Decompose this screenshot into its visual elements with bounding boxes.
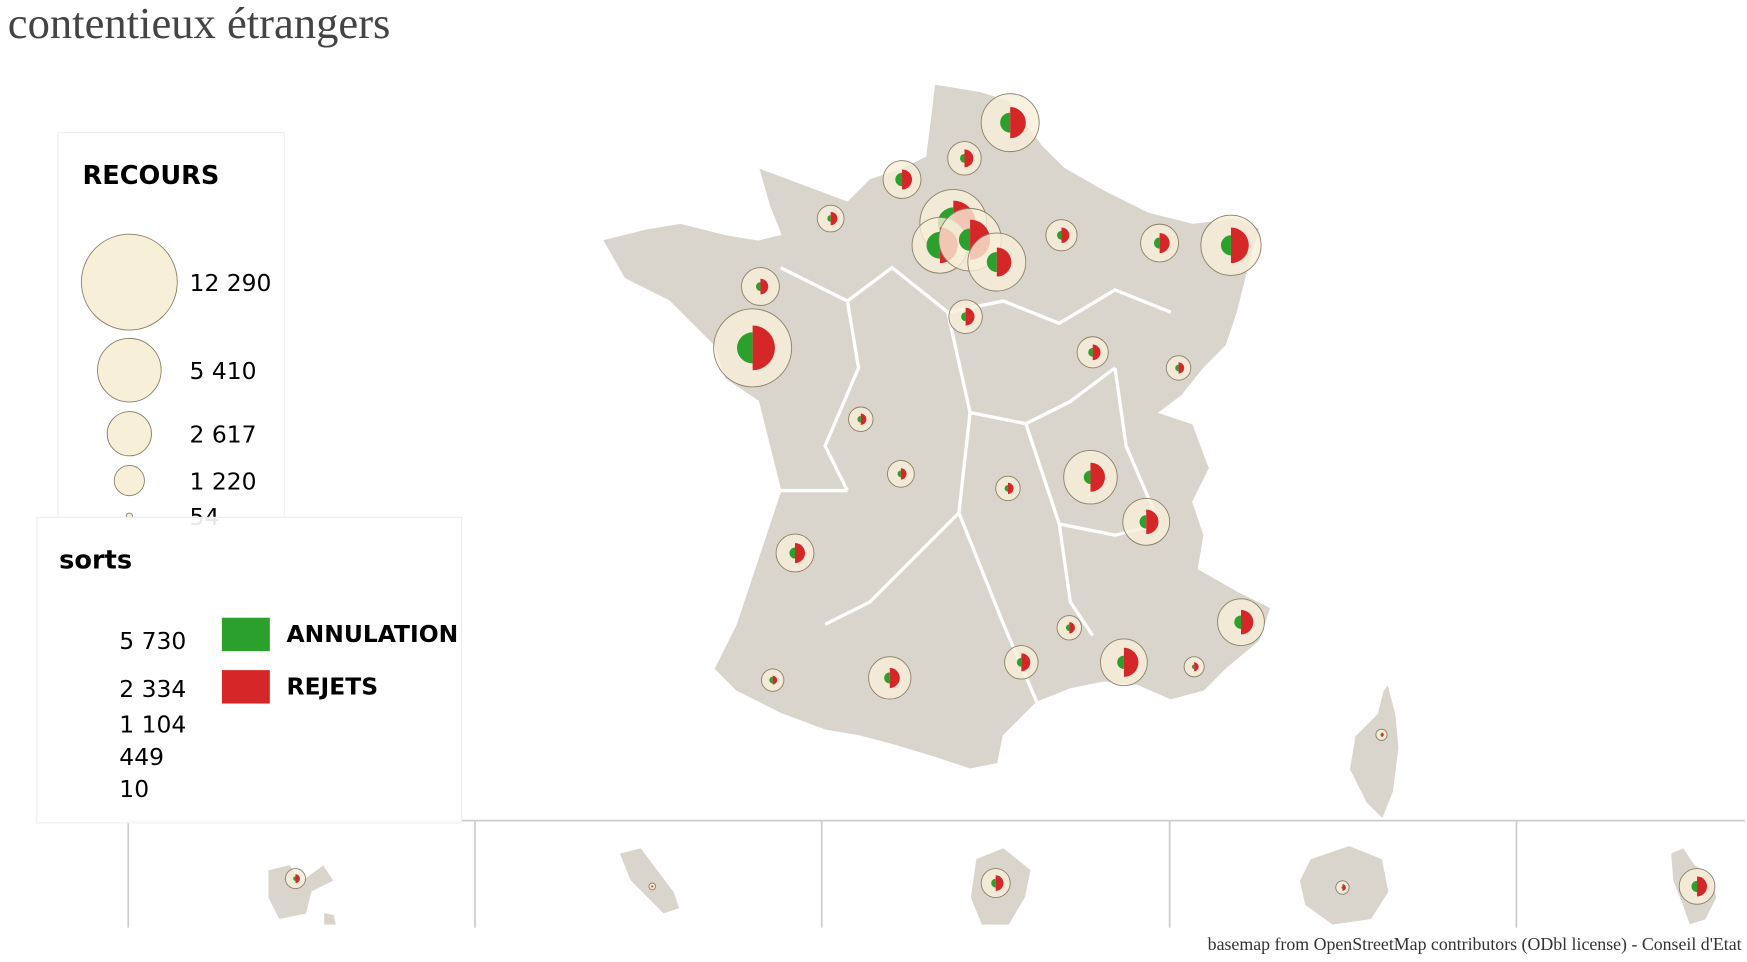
rejets-half — [1240, 609, 1254, 635]
rejets-half — [965, 307, 975, 326]
rejets-half — [1007, 482, 1014, 494]
legend-title: sorts — [59, 546, 132, 576]
annulation-half — [1000, 112, 1011, 133]
rejets-half — [1697, 876, 1708, 897]
rejets-half — [1178, 362, 1185, 374]
annulation-half — [1154, 237, 1160, 249]
rejets-half — [1381, 732, 1384, 738]
annulation-half — [1220, 235, 1231, 256]
legend-circle — [106, 411, 152, 457]
legend-label: 2 334 — [119, 675, 186, 703]
annulation-half — [1016, 657, 1022, 667]
credit: basemap from OpenStreetMap contributors … — [1208, 934, 1742, 955]
annulation-half — [1004, 485, 1008, 492]
rejets-half — [1159, 233, 1170, 254]
legend-label: 1 104 — [119, 711, 186, 739]
legend-label: 10 — [119, 775, 149, 803]
rejets-half — [652, 885, 654, 888]
legend-title: RECOURS — [83, 161, 220, 191]
legend-circle — [97, 337, 162, 403]
legend-swatch — [221, 617, 270, 652]
legend-label: REJETS — [287, 673, 379, 701]
rejets-half — [772, 675, 778, 685]
rejets-half — [1092, 344, 1101, 361]
annulation-half — [991, 878, 996, 888]
annulation-half — [1175, 364, 1179, 372]
rejets-half — [1090, 462, 1105, 492]
rejets-half — [889, 667, 900, 688]
annulation-half — [1088, 347, 1093, 357]
annulation-half — [958, 228, 971, 251]
legend-label: 5 730 — [119, 627, 186, 655]
annulation-half — [827, 215, 831, 222]
annulation-half — [1341, 886, 1343, 889]
legend-label: 449 — [119, 743, 164, 771]
rejets-half — [1123, 647, 1139, 677]
martinique — [617, 846, 682, 916]
annulation-half — [1691, 880, 1698, 893]
france — [600, 82, 1273, 771]
annulation-half — [884, 672, 890, 684]
legend-label: 2 617 — [190, 421, 257, 449]
legend-label: ANNULATION — [287, 620, 459, 648]
rejets-half — [1230, 227, 1249, 264]
legend-sorts: 5 730 2 334 1 104 449 10 ANNULATION REJETS — [119, 617, 459, 803]
legend-label: 5 410 — [190, 357, 257, 385]
annulation-half — [1191, 664, 1195, 670]
rejets-half — [1342, 884, 1346, 891]
rejets-half — [830, 211, 838, 226]
annulation-half — [1057, 230, 1062, 240]
inset-frames — [127, 819, 1745, 928]
rejets-half — [996, 247, 1012, 277]
annulation-half — [1065, 624, 1070, 632]
legend-label: 1 220 — [190, 467, 257, 495]
rejets-half — [1146, 509, 1159, 535]
annulation-half — [1234, 615, 1241, 629]
title: contentieux étrangers — [8, 0, 391, 48]
legend-circle — [113, 465, 145, 497]
rejets-half — [1021, 653, 1031, 672]
annulation-half — [293, 876, 296, 881]
annulation-half — [1139, 515, 1147, 529]
annulation-half — [789, 547, 795, 559]
rejets-half — [1061, 227, 1070, 244]
rejets-half — [860, 413, 867, 425]
annulation-half — [769, 676, 773, 684]
annulation-half — [960, 153, 965, 163]
rejets-half — [760, 278, 769, 295]
rejets-half — [1010, 107, 1026, 139]
annulation-half — [755, 282, 761, 292]
annulation-half — [895, 172, 903, 187]
annulation-half — [1083, 470, 1091, 484]
legend-swatch — [221, 670, 270, 704]
legend-label: 12 290 — [190, 269, 272, 297]
rejets-half — [794, 543, 806, 564]
annulation-half — [1380, 733, 1382, 736]
rejets-half — [964, 149, 974, 168]
rejets-half — [900, 468, 907, 480]
rejets-half — [752, 325, 775, 371]
annulation-half — [897, 470, 901, 478]
annulation-half — [651, 885, 653, 888]
annulation-half — [986, 251, 997, 273]
rejets-half — [1069, 622, 1075, 634]
annulation-half — [1117, 655, 1124, 670]
legend-recours-box — [57, 132, 285, 551]
map-root: contentieux étrangers RECOURS 12 290 5 41… — [8, 0, 1745, 955]
rejets-half — [295, 874, 300, 884]
bubbles — [284, 93, 1716, 905]
annulation-half — [857, 415, 861, 423]
rejets-half — [902, 169, 913, 190]
corsica — [1348, 681, 1401, 822]
rejets-half — [1194, 662, 1199, 672]
legend-circle — [80, 233, 178, 331]
annulation-half — [926, 231, 940, 259]
rejets-half — [995, 875, 1004, 891]
annulation-half — [737, 332, 753, 364]
annulation-half — [961, 312, 966, 322]
